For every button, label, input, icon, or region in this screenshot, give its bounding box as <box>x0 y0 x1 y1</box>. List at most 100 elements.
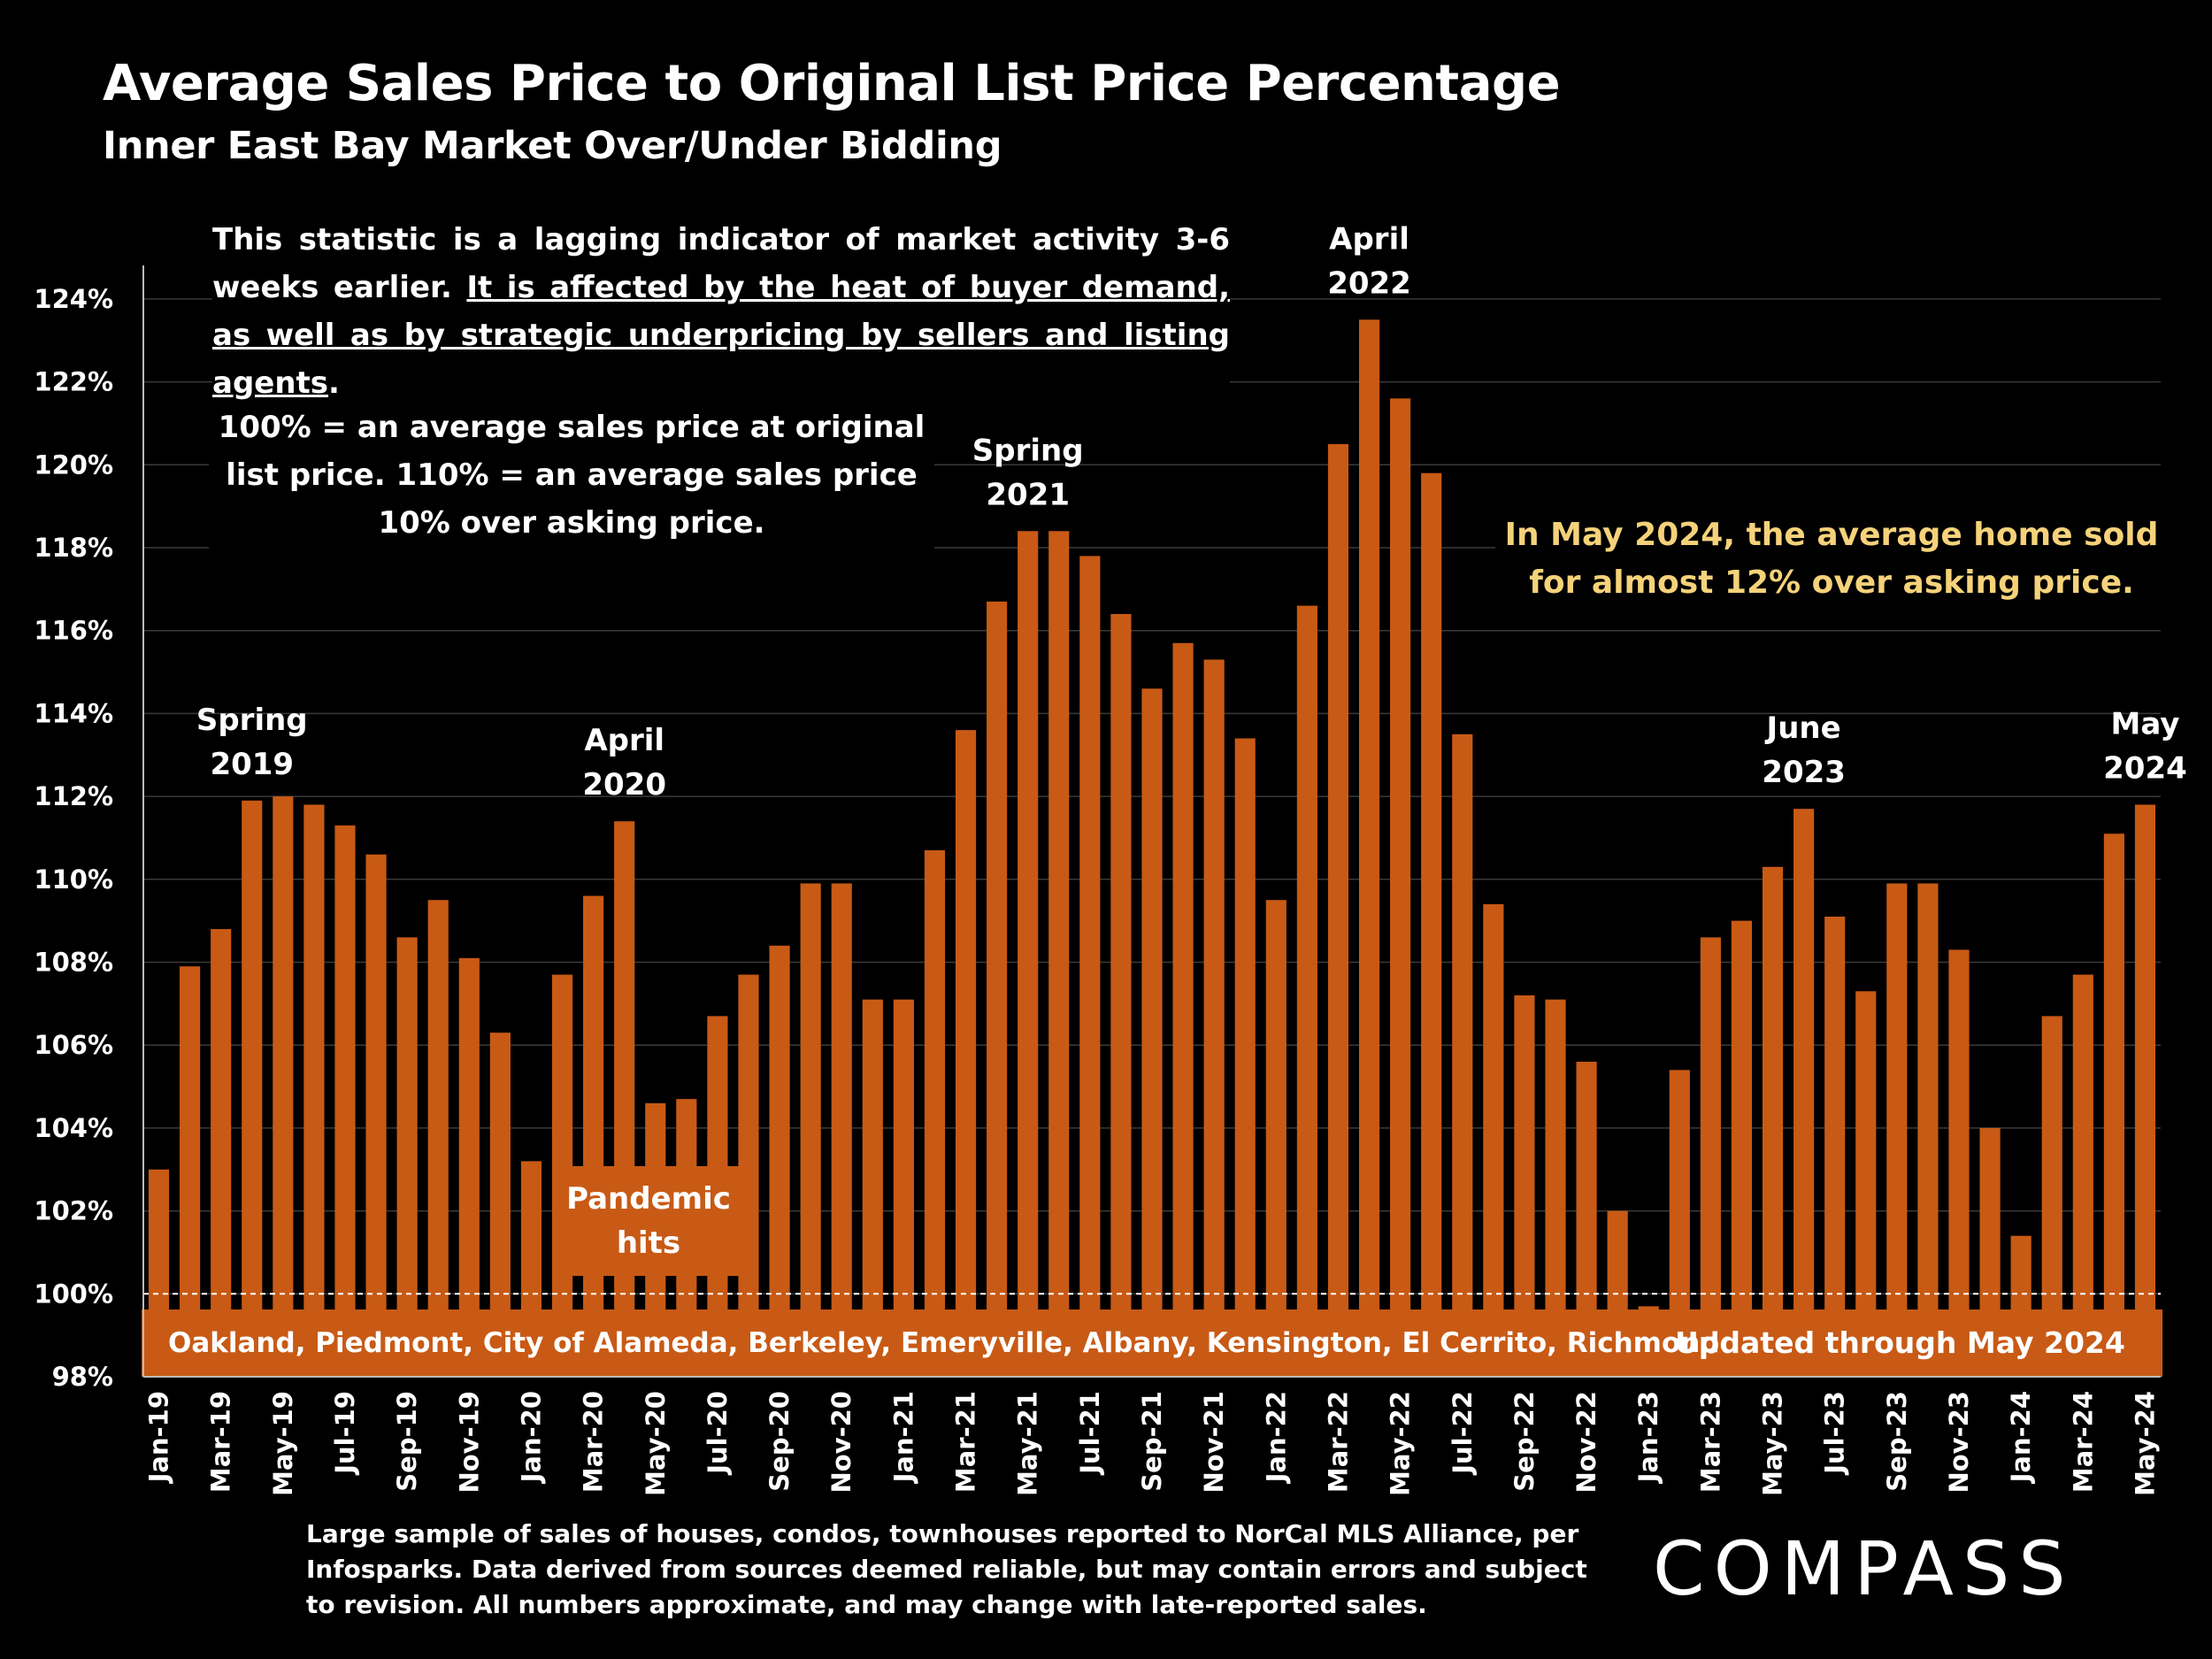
y-tick-label: 112% <box>34 781 113 811</box>
x-tick-label: Jan-20 <box>516 1391 546 1484</box>
y-tick-label: 120% <box>34 449 113 480</box>
bar-Jun-21 <box>1048 531 1070 1377</box>
bar-Sep-19 <box>396 937 418 1377</box>
y-tick-label: 106% <box>34 1030 113 1060</box>
annotation-label: Spring <box>972 433 1084 468</box>
x-tick-label: May-19 <box>268 1391 298 1496</box>
y-tick-label: 102% <box>34 1196 113 1226</box>
x-tick-label: May-21 <box>1013 1391 1043 1496</box>
x-tick-label: Sep-23 <box>1882 1391 1912 1492</box>
bar-Nov-19 <box>458 957 480 1377</box>
bar-Mar-19 <box>211 929 232 1377</box>
chart-title: Average Sales Price to Original List Pri… <box>103 55 1561 112</box>
x-tick-label: Sep-21 <box>1137 1391 1167 1492</box>
x-tick-label: Jan-21 <box>888 1391 918 1484</box>
bar-Aug-21 <box>1110 613 1132 1377</box>
bar-Sep-20 <box>769 945 790 1377</box>
x-tick-label: Nov-22 <box>1571 1391 1601 1494</box>
bar-Jun-23 <box>1793 809 1815 1377</box>
x-tick-label: Jul-19 <box>330 1391 360 1476</box>
bar-Nov-20 <box>831 883 852 1377</box>
bar-Apr-19 <box>242 800 263 1377</box>
bar-Nov-22 <box>1576 1061 1597 1377</box>
y-tick-label: 118% <box>34 533 113 563</box>
x-tick-label: Mar-23 <box>1695 1391 1725 1493</box>
x-tick-label: Sep-19 <box>392 1391 422 1492</box>
y-axis-labels: 98% 100% 102% 104% 106% 108% 110% 112% 114% 116% 1… <box>34 284 113 1392</box>
x-tick-label: Nov-20 <box>826 1391 856 1494</box>
annotation-label: 2020 <box>582 767 666 803</box>
bar-Feb-24 <box>2041 1016 2062 1377</box>
bar-Jan-22 <box>1265 900 1286 1377</box>
y-tick-label: 124% <box>34 284 113 314</box>
bar-Oct-19 <box>427 900 449 1377</box>
x-tick-label: Jul-21 <box>1075 1391 1105 1476</box>
bar-Mar-24 <box>2072 974 2093 1377</box>
x-tick-label: Sep-22 <box>1509 1391 1540 1492</box>
bar-May-23 <box>1762 866 1784 1377</box>
pandemic-label: Pandemic hits <box>552 1166 745 1276</box>
bar-Feb-22 <box>1296 605 1317 1377</box>
annotation-label: June <box>1765 710 1841 746</box>
bar-Dec-21 <box>1234 738 1256 1377</box>
bar-Jun-22 <box>1421 472 1442 1377</box>
bar-Aug-23 <box>1855 991 1877 1377</box>
bar-Oct-20 <box>800 883 821 1377</box>
bar-May-19 <box>273 796 294 1377</box>
bar-Sep-22 <box>1514 995 1535 1377</box>
annotation-label: 2021 <box>986 477 1070 512</box>
x-tick-label: Jan-19 <box>144 1391 174 1484</box>
bar-Nov-21 <box>1203 659 1225 1377</box>
y-tick-label: 104% <box>34 1113 113 1143</box>
lagging-note-underlined: It is affected by the heat of buyer dema… <box>212 270 1230 401</box>
lagging-note-end: . <box>328 365 340 401</box>
x-tick-label: Nov-19 <box>454 1391 484 1494</box>
x-tick-label: Nov-23 <box>1944 1391 1974 1494</box>
bar-Apr-21 <box>987 601 1008 1377</box>
bar-Apr-23 <box>1731 920 1753 1377</box>
highlight-note: In May 2024, the average home sold for a… <box>1495 511 2168 607</box>
lagging-note-plain: This statistic is a lagging indicator of… <box>212 222 1230 305</box>
x-tick-label: Mar-21 <box>951 1391 981 1493</box>
bar-Oct-21 <box>1172 642 1194 1377</box>
y-tick-label: 98% <box>52 1362 113 1392</box>
annotation-label: 2022 <box>1327 265 1411 301</box>
bar-Dec-19 <box>489 1033 511 1377</box>
x-tick-label: Jan-22 <box>1261 1391 1291 1484</box>
bar-Sep-23 <box>1886 883 1908 1377</box>
chart-subtitle: Inner East Bay Market Over/Under Bidding <box>103 124 1002 168</box>
x-tick-label: May-24 <box>2130 1391 2160 1496</box>
annotation-label: 2024 <box>2103 750 2187 786</box>
y-tick-label: 100% <box>34 1279 113 1309</box>
x-tick-label: Jan-23 <box>1633 1391 1663 1484</box>
x-tick-label: Jan-24 <box>2006 1391 2036 1484</box>
bar-Mar-22 <box>1327 443 1349 1377</box>
annotation-label: April <box>1329 221 1409 257</box>
bar-Jul-19 <box>334 825 356 1377</box>
region-band <box>142 1310 2162 1377</box>
x-tick-label: May-20 <box>641 1391 671 1496</box>
bar-Feb-21 <box>924 850 946 1377</box>
annotation-label: 2019 <box>210 747 294 782</box>
footnote: Large sample of sales of houses, condos,… <box>306 1519 1587 1619</box>
x-tick-label: Jul-22 <box>1448 1391 1478 1476</box>
compass-logo: COMPASS <box>1653 1525 2075 1612</box>
bar-Oct-23 <box>1917 883 1939 1377</box>
x-tick-label: Mar-19 <box>206 1391 236 1493</box>
bar-Dec-20 <box>862 999 883 1377</box>
bar-Sep-21 <box>1141 688 1163 1377</box>
x-tick-label: Jul-23 <box>1820 1391 1850 1476</box>
region-band-text: Oakland, Piedmont, City of Alameda, Berk… <box>168 1327 1720 1359</box>
y-tick-label: 108% <box>34 948 113 978</box>
bar-May-24 <box>2134 804 2156 1377</box>
y-tick-label: 114% <box>34 698 113 728</box>
bar-Jun-19 <box>303 804 325 1377</box>
bar-Jan-21 <box>893 999 914 1377</box>
lagging-indicator-note: This statistic is a lagging indicator of… <box>212 216 1230 412</box>
bar-Mar-20 <box>583 895 604 1377</box>
bar-Jul-22 <box>1452 733 1473 1377</box>
bar-Aug-19 <box>365 854 387 1377</box>
x-tick-label: Jul-20 <box>703 1391 733 1476</box>
bars <box>148 319 2156 1378</box>
